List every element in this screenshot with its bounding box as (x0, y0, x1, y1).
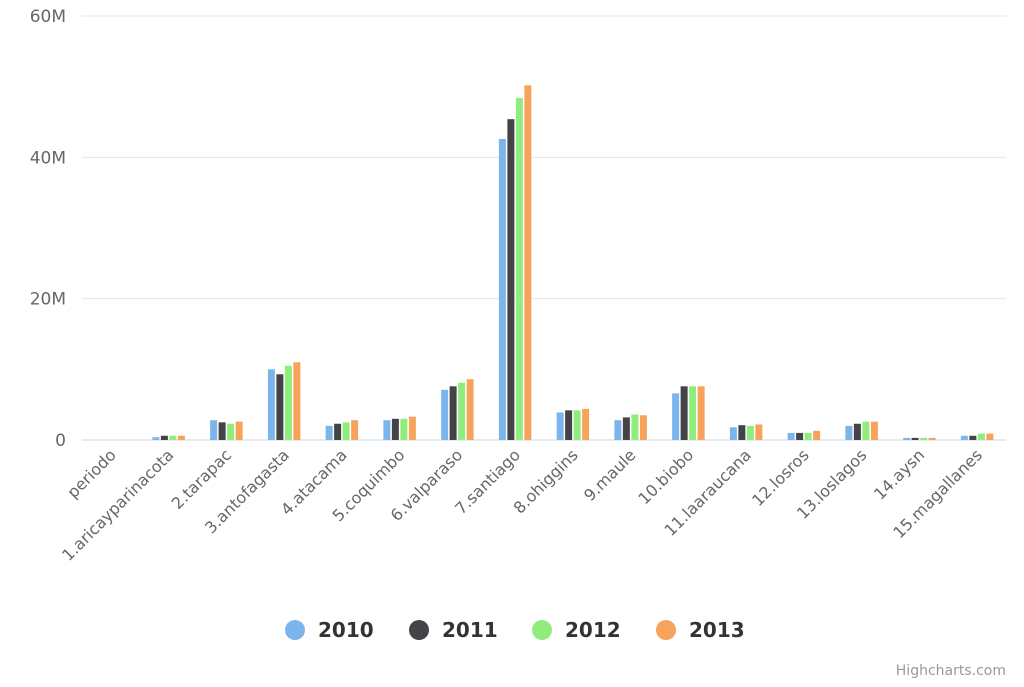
bar-2013-3[interactable] (293, 362, 301, 440)
bar-2010-7[interactable] (498, 138, 506, 440)
bar-2011-11[interactable] (738, 425, 746, 440)
bar-2013-1[interactable] (177, 435, 185, 440)
bar-2012-4[interactable] (342, 422, 350, 440)
legend-item-2013[interactable]: 2013 (656, 618, 745, 642)
x-axis: periodo1.aricayparinacota2.tarapac3.anto… (58, 445, 986, 564)
bar-2011-4[interactable] (334, 423, 342, 440)
legend-label: 2013 (689, 618, 745, 642)
bar-2012-2[interactable] (227, 423, 235, 440)
bar-2013-2[interactable] (235, 421, 243, 440)
gridlines (82, 15, 1006, 441)
bar-2010-2[interactable] (210, 420, 218, 440)
bar-2012-7[interactable] (515, 97, 523, 441)
bar-2010-11[interactable] (729, 427, 737, 440)
bar-2013-8[interactable] (582, 408, 590, 440)
bar-2011-1[interactable] (160, 435, 168, 440)
bar-2010-1[interactable] (152, 437, 160, 440)
bar-2010-15[interactable] (960, 435, 968, 440)
bar-2012-9[interactable] (631, 414, 639, 440)
bar-2012-1[interactable] (169, 435, 177, 440)
bar-2013-13[interactable] (870, 421, 878, 440)
bar-2013-15[interactable] (986, 433, 994, 440)
bar-2010-14[interactable] (903, 437, 911, 440)
bar-2010-9[interactable] (614, 420, 622, 440)
y-tick-label: 60M (30, 7, 66, 27)
x-tick-label: 14.aysn (870, 445, 928, 503)
bar-2013-10[interactable] (697, 386, 705, 440)
y-tick-label: 20M (30, 290, 66, 310)
bar-2012-6[interactable] (458, 382, 466, 440)
x-tick-label: 1.aricayparinacota (58, 445, 177, 564)
bar-2011-14[interactable] (911, 437, 919, 440)
bar-2010-4[interactable] (325, 425, 333, 440)
bar-2011-10[interactable] (680, 386, 688, 440)
x-tick-label: 9.maule (580, 445, 639, 504)
bar-2011-2[interactable] (218, 422, 226, 440)
legend-symbol (532, 620, 552, 640)
bar-2011-15[interactable] (969, 435, 977, 440)
y-tick-label: 0 (55, 431, 66, 451)
legend-item-2012[interactable]: 2012 (532, 618, 621, 642)
bar-2011-5[interactable] (391, 418, 399, 440)
legend-label: 2011 (442, 618, 498, 642)
bar-2010-5[interactable] (383, 420, 391, 440)
bar-2012-11[interactable] (746, 425, 754, 440)
bar-2011-7[interactable] (507, 119, 515, 440)
legend[interactable]: 2010 2011 2012 2013 (285, 618, 745, 642)
bar-2013-11[interactable] (755, 424, 763, 440)
y-axis: 0 20M 40M 60M (30, 7, 66, 451)
bar-2011-13[interactable] (853, 423, 861, 440)
legend-item-2011[interactable]: 2011 (409, 618, 498, 642)
bar-2013-12[interactable] (813, 430, 821, 440)
legend-item-2010[interactable]: 2010 (285, 618, 374, 642)
bar-2012-5[interactable] (400, 418, 408, 440)
bar-2010-10[interactable] (672, 393, 680, 440)
bar-2012-15[interactable] (977, 433, 985, 440)
bar-2013-4[interactable] (351, 420, 359, 440)
bar-2012-8[interactable] (573, 410, 581, 440)
legend-symbol (656, 620, 676, 640)
bars (152, 85, 994, 441)
bar-2012-14[interactable] (920, 437, 928, 440)
y-tick-label: 40M (30, 148, 66, 168)
bar-2011-9[interactable] (622, 417, 630, 440)
bar-2013-7[interactable] (524, 85, 532, 441)
bar-2011-6[interactable] (449, 386, 457, 440)
bar-2010-6[interactable] (441, 389, 449, 440)
legend-symbol (409, 620, 429, 640)
bar-2010-8[interactable] (556, 412, 564, 440)
bar-2013-6[interactable] (466, 379, 474, 440)
legend-symbol (285, 620, 305, 640)
legend-label: 2010 (318, 618, 374, 642)
bar-2013-14[interactable] (928, 437, 936, 440)
credits-link[interactable]: Highcharts.com (896, 663, 1006, 679)
bar-2012-10[interactable] (689, 386, 697, 440)
x-tick-label: periodo (63, 445, 119, 501)
bar-2012-3[interactable] (284, 365, 292, 440)
bar-2013-9[interactable] (639, 415, 647, 440)
bar-2011-12[interactable] (796, 432, 804, 440)
bar-2010-12[interactable] (787, 432, 795, 440)
bar-2012-13[interactable] (862, 421, 870, 440)
bar-2010-13[interactable] (845, 425, 853, 440)
bar-2010-3[interactable] (267, 369, 275, 440)
bar-2011-8[interactable] (565, 410, 573, 440)
legend-label: 2012 (565, 618, 621, 642)
bar-2011-3[interactable] (276, 374, 284, 440)
bar-2012-12[interactable] (804, 432, 812, 440)
bar-2013-5[interactable] (408, 416, 416, 440)
